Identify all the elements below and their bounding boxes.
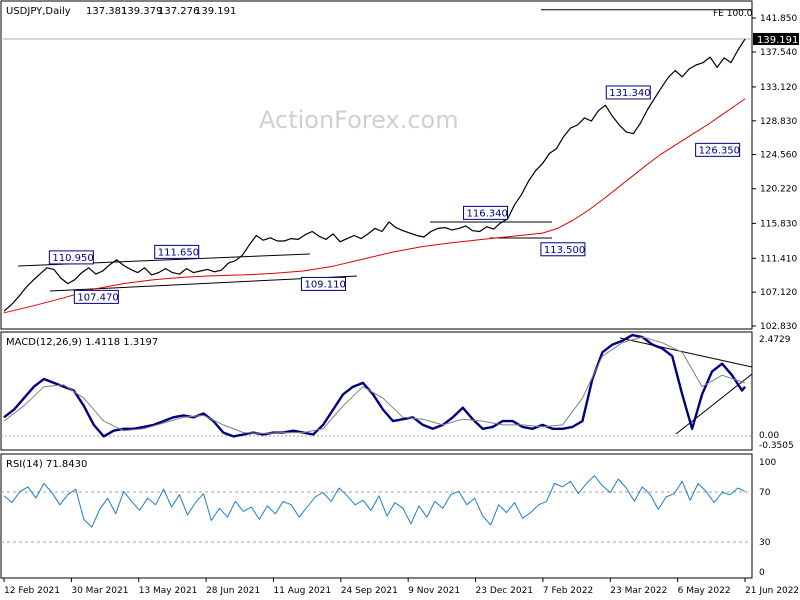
x-tick-label: 23 Dec 2021: [476, 586, 533, 596]
annotation-box: [695, 142, 741, 157]
macd-ytick-top: 2.4729: [759, 335, 791, 345]
x-tick-label: 7 Feb 2022: [543, 586, 593, 596]
rsi-ytick-0: 0: [759, 568, 765, 578]
price-ytick-label: 115.830: [760, 219, 797, 229]
price-ytick-label: 107.120: [760, 288, 797, 298]
annotation-box: [605, 85, 651, 100]
price-ytick-label: 111.410: [760, 254, 797, 264]
price-yaxis: 141.850 137.540 133.120 128.830 124.560 120.2…: [752, 14, 797, 332]
annotation-label: 126.350: [699, 145, 740, 156]
x-tick-label: 12 Feb 2021: [4, 586, 60, 596]
price-panel-title: USDJPY,Daily: [6, 6, 71, 17]
annotation-box: [463, 205, 509, 220]
x-tick-label: 28 Jun 2021: [206, 586, 260, 596]
fe-100-label: FE 100.0: [713, 9, 753, 19]
rsi-ytick-70: 70: [759, 488, 771, 498]
x-tick-label: 9 Nov 2021: [408, 586, 460, 596]
watermark: ActionForex.com: [259, 106, 459, 134]
rsi-panel: [0, 453, 753, 579]
x-tick-label: 21 Jun 2022: [745, 586, 799, 596]
x-tick-label: 30 Mar 2021: [71, 586, 128, 596]
price-ytick-label: 102.830: [760, 322, 797, 332]
rsi-series: [3, 475, 746, 528]
macd-panel-title: MACD(12,26,9) 1.4118 1.3197: [6, 337, 158, 348]
rsi-series-1: [3, 475, 746, 528]
price-ytick-label: 137.540: [760, 48, 797, 58]
annotation-label: 113.500: [544, 245, 585, 256]
macd-triangle-upper: [619, 337, 753, 368]
annotation-label: 131.340: [609, 88, 650, 99]
macd-series-1: [3, 333, 746, 438]
annotation-box: [154, 244, 200, 259]
ohlc-high: 139.379: [121, 6, 162, 17]
ohlc-close: 139.191: [195, 6, 236, 17]
price-ytick-label: 124.560: [760, 150, 797, 160]
annotation-label: 109.110: [304, 279, 345, 290]
price-series: [3, 38, 746, 314]
price-ytick-label: 133.120: [760, 83, 797, 93]
macd-series-2: [3, 336, 746, 434]
price-ytick-label: 120.220: [760, 185, 797, 195]
last-price-badge: [753, 32, 799, 45]
last-price-label: 139.191: [757, 35, 798, 46]
annotation-label: 116.340: [467, 208, 508, 219]
annotation-box: [48, 250, 94, 265]
macd-triangle-lower: [675, 373, 753, 435]
price-annotations: 110.950 107.470 111.650 109.110 116.340 113.5…: [48, 85, 741, 304]
macd-panel: [0, 331, 753, 451]
annotation-box: [73, 289, 119, 304]
x-tick-label: 6 May 2022: [678, 586, 731, 596]
ohlc-low: 137.276: [158, 6, 199, 17]
x-tick-label: 24 Sep 2021: [341, 586, 398, 596]
annotation-box: [540, 242, 586, 257]
annotation-label: 110.950: [52, 253, 93, 264]
ohlc-open: 137.381: [86, 6, 127, 17]
x-axis: 12 Feb 2021 30 Mar 2021 13 May 2021 28 Jun …: [3, 578, 799, 596]
price-series-2: [3, 98, 746, 314]
macd-ytick-zero: 0.00: [759, 431, 779, 441]
x-tick-label: 13 May 2021: [139, 586, 198, 596]
macd-ytick-bottom: -0.3505: [759, 441, 794, 451]
price-ytick-label: 141.850: [760, 14, 797, 24]
rsi-panel-title: RSI(14) 71.8430: [6, 459, 87, 470]
macd-series: [3, 333, 746, 438]
rsi-ytick-30: 30: [759, 538, 771, 548]
price-panel: [0, 0, 753, 330]
annotation-box: [300, 276, 346, 291]
annotation-label: 111.650: [158, 247, 199, 258]
annotation-label: 107.470: [77, 292, 118, 303]
x-tick-label: 23 Mar 2022: [610, 586, 667, 596]
rsi-ytick-100: 100: [759, 458, 776, 468]
price-series-1: [3, 38, 746, 312]
x-tick-label: 11 Aug 2021: [273, 586, 331, 596]
price-ytick-label: 128.830: [760, 117, 797, 127]
